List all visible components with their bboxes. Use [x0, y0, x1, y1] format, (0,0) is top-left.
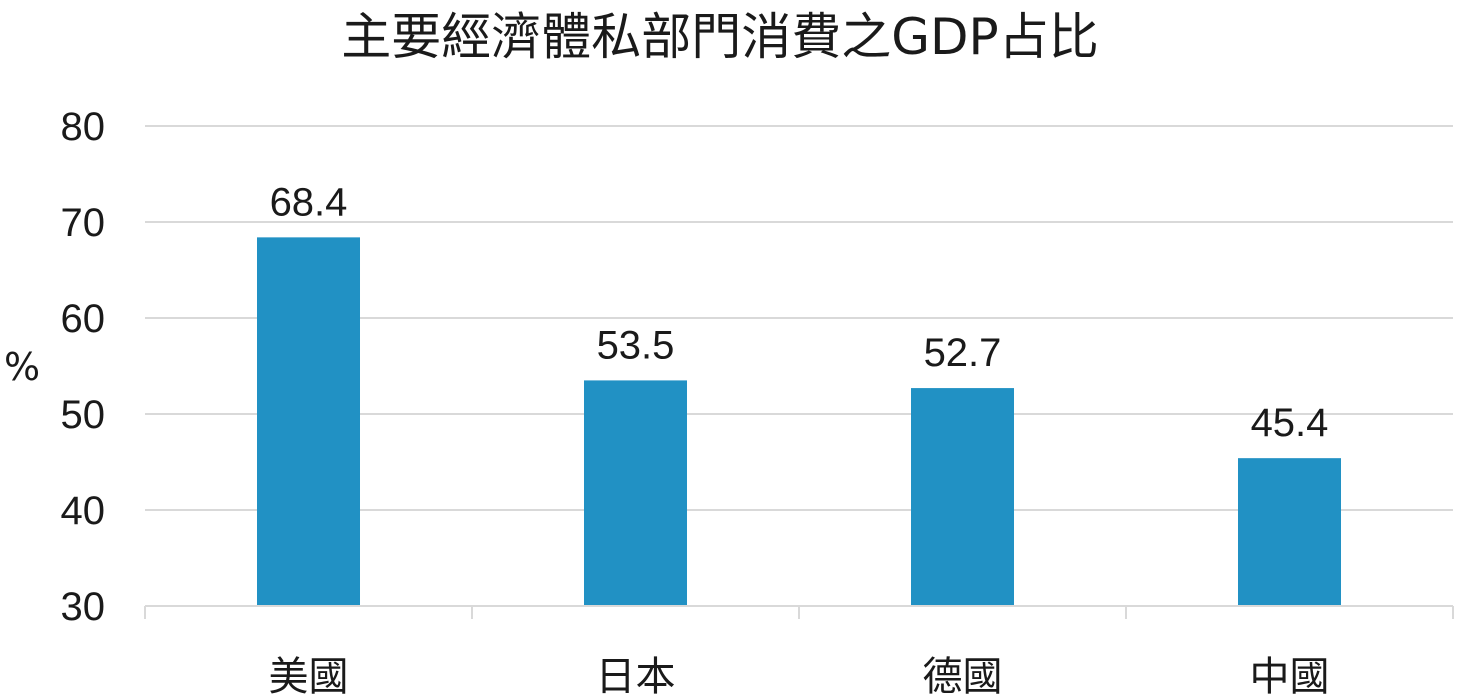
x-tick-label: 日本	[596, 654, 676, 698]
x-tick-label: 中國	[1250, 654, 1330, 698]
y-tick-label: 40	[61, 489, 106, 533]
bar-value-label: 53.5	[597, 323, 675, 367]
x-tick-labels: 美國 日本 德國 中國	[269, 654, 1330, 698]
bar	[256, 237, 361, 607]
bar-value-labels: 68.4 53.5 52.7 45.4	[270, 180, 1329, 445]
y-tick-label: 80	[61, 105, 106, 149]
y-axis-unit-label: %	[4, 345, 41, 389]
x-tick-label: 德國	[923, 654, 1003, 698]
grid-lines	[145, 125, 1453, 511]
bar	[583, 380, 688, 606]
bar-value-label: 45.4	[1251, 401, 1329, 445]
bar	[1237, 458, 1342, 606]
y-tick-label: 50	[61, 393, 106, 437]
y-tick-label: 70	[61, 201, 106, 245]
x-tick-label: 美國	[269, 654, 349, 698]
y-tick-label: 30	[61, 585, 106, 629]
y-tick-labels: 30 40 50 60 70 80	[61, 105, 106, 629]
chart-title: 主要經濟體私部門消費之GDP占比	[341, 8, 1099, 66]
y-tick-label: 60	[61, 297, 106, 341]
bar	[910, 388, 1015, 606]
bar-value-label: 68.4	[270, 180, 348, 224]
bars	[256, 237, 1342, 607]
x-axis	[144, 605, 1454, 619]
bar-value-label: 52.7	[924, 331, 1002, 375]
